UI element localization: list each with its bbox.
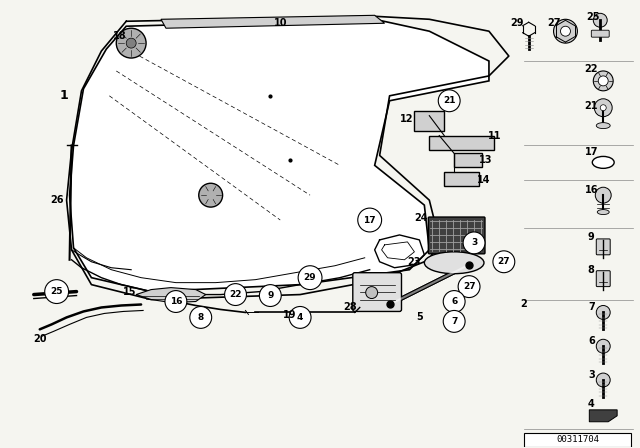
Text: 10: 10 — [273, 18, 287, 28]
Text: 6: 6 — [451, 297, 458, 306]
Text: 4: 4 — [588, 399, 595, 409]
Ellipse shape — [424, 252, 484, 274]
Circle shape — [444, 291, 465, 312]
Ellipse shape — [597, 210, 609, 215]
Text: 26: 26 — [50, 195, 63, 205]
Polygon shape — [70, 19, 489, 292]
Circle shape — [298, 266, 322, 289]
Text: 20: 20 — [33, 334, 47, 344]
Circle shape — [493, 251, 515, 273]
Text: 23: 23 — [408, 257, 421, 267]
Text: 6: 6 — [588, 336, 595, 346]
Text: 21: 21 — [443, 96, 456, 105]
Circle shape — [458, 276, 480, 297]
FancyBboxPatch shape — [596, 239, 610, 255]
FancyBboxPatch shape — [415, 111, 444, 130]
Text: 3: 3 — [471, 238, 477, 247]
Text: 1: 1 — [60, 89, 68, 102]
Text: 19: 19 — [284, 310, 297, 320]
Circle shape — [358, 208, 381, 232]
Text: 12: 12 — [400, 114, 413, 124]
Text: 3: 3 — [588, 370, 595, 380]
Text: 24: 24 — [415, 213, 428, 223]
Text: 11: 11 — [488, 130, 502, 141]
Text: 7: 7 — [588, 302, 595, 312]
Text: 00311704: 00311704 — [556, 435, 599, 444]
Circle shape — [289, 306, 311, 328]
Text: 9: 9 — [588, 232, 595, 242]
Text: 8: 8 — [588, 265, 595, 275]
Circle shape — [225, 284, 246, 306]
Text: 27: 27 — [463, 282, 476, 291]
Circle shape — [116, 28, 146, 58]
Circle shape — [259, 284, 281, 306]
Text: 29: 29 — [510, 18, 524, 28]
Text: 9: 9 — [267, 291, 273, 300]
Text: 17: 17 — [584, 147, 598, 157]
FancyBboxPatch shape — [444, 172, 479, 186]
Text: 2: 2 — [520, 300, 527, 310]
Circle shape — [596, 339, 610, 353]
FancyBboxPatch shape — [454, 154, 482, 168]
Polygon shape — [136, 288, 205, 302]
Circle shape — [190, 306, 212, 328]
Text: 5: 5 — [416, 312, 423, 323]
Text: 22: 22 — [229, 290, 242, 299]
FancyBboxPatch shape — [591, 30, 609, 37]
Text: 7: 7 — [451, 317, 458, 326]
Circle shape — [595, 187, 611, 203]
Circle shape — [463, 232, 485, 254]
Text: 25: 25 — [586, 12, 600, 22]
Text: 27: 27 — [547, 18, 560, 28]
Text: 14: 14 — [477, 175, 491, 185]
Text: 21: 21 — [584, 101, 598, 111]
FancyBboxPatch shape — [429, 136, 494, 151]
Text: 16: 16 — [170, 297, 182, 306]
Circle shape — [593, 71, 613, 91]
Circle shape — [596, 306, 610, 319]
Text: 16: 16 — [584, 185, 598, 195]
Circle shape — [126, 38, 136, 48]
Text: 17: 17 — [364, 215, 376, 224]
Circle shape — [595, 99, 612, 116]
Text: 25: 25 — [51, 287, 63, 296]
Text: 13: 13 — [479, 155, 493, 165]
Text: 28: 28 — [343, 302, 356, 312]
Circle shape — [444, 310, 465, 332]
Circle shape — [598, 76, 608, 86]
FancyBboxPatch shape — [353, 273, 401, 311]
Text: 8: 8 — [198, 313, 204, 322]
Polygon shape — [589, 410, 617, 422]
Circle shape — [438, 90, 460, 112]
Text: 15: 15 — [122, 287, 136, 297]
Text: 27: 27 — [497, 257, 510, 266]
Ellipse shape — [592, 156, 614, 168]
Circle shape — [600, 105, 606, 111]
Circle shape — [45, 280, 68, 303]
FancyBboxPatch shape — [596, 271, 610, 287]
Circle shape — [199, 183, 223, 207]
Circle shape — [554, 19, 577, 43]
Text: 22: 22 — [584, 64, 598, 74]
Circle shape — [596, 373, 610, 387]
Circle shape — [365, 287, 378, 298]
Text: 18: 18 — [113, 31, 126, 41]
Circle shape — [593, 13, 607, 27]
Text: 4: 4 — [297, 313, 303, 322]
Circle shape — [165, 291, 187, 312]
Polygon shape — [161, 15, 385, 28]
Text: 29: 29 — [304, 273, 316, 282]
FancyBboxPatch shape — [524, 433, 631, 447]
FancyBboxPatch shape — [428, 217, 485, 254]
Ellipse shape — [596, 123, 610, 129]
Circle shape — [561, 26, 570, 36]
